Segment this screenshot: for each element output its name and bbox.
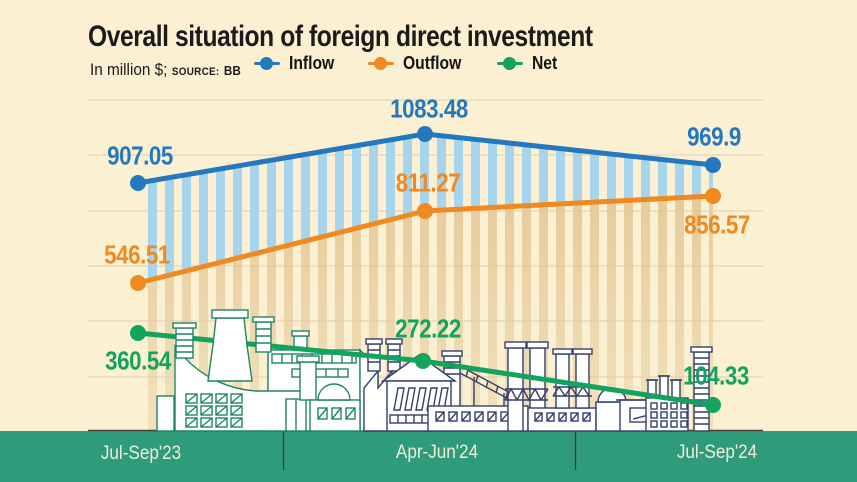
bottom-band	[0, 431, 857, 482]
inflow-series	[130, 126, 721, 191]
factory-front-chimneys	[172, 309, 275, 382]
x-axis-label-2: Jul-Sep'24	[676, 442, 758, 463]
source-label: SOURCE:	[171, 66, 220, 78]
legend-item-outflow: Outflow	[368, 53, 470, 74]
outflow-value-label-1: 811.27	[395, 167, 461, 198]
factory-middle-group	[363, 338, 517, 432]
outflow-value-label-0: 546.51	[104, 239, 170, 270]
inflow-line-dot-icon	[254, 57, 280, 70]
factory-windows	[185, 393, 243, 428]
legend: Inflow Outflow Net	[254, 53, 561, 74]
x-axis-label-0: Jul-Sep'23	[100, 443, 182, 464]
axis-ticks	[282, 431, 577, 470]
legend-label-inflow: Inflow	[289, 53, 335, 73]
outflow-value-label-2: 856.57	[684, 209, 750, 240]
legend-label-net: Net	[531, 53, 558, 73]
legend-item-inflow: Inflow	[254, 53, 341, 74]
factory-left-group	[156, 330, 379, 432]
x-axis-label-1: Apr-Jun'24	[395, 442, 479, 463]
inflow-value-label-1: 1083.48	[390, 93, 468, 124]
net-line-dot-icon	[496, 57, 523, 70]
net-value-label-0: 360.54	[105, 345, 171, 376]
inflow-value-label-0: 907.05	[107, 140, 173, 171]
legend-label-outflow: Outflow	[403, 53, 462, 73]
inflow-value-label-2: 969.9	[687, 121, 741, 152]
outflow-line-dot-icon	[368, 57, 394, 70]
factory-right-group	[427, 341, 713, 432]
source-value: BB	[223, 63, 241, 78]
units-label: In million $;	[90, 60, 168, 79]
outflow-series	[130, 188, 721, 291]
page-title: Overall situation of foreign direct inve…	[88, 20, 593, 53]
net-value-label-2: 104.33	[683, 360, 749, 391]
chart-subtitle: In million $; SOURCE: BB	[90, 60, 241, 80]
net-value-label-1: 272.22	[395, 313, 461, 344]
legend-item-net: Net	[496, 53, 561, 74]
factory-skyline-illustration	[156, 330, 713, 432]
